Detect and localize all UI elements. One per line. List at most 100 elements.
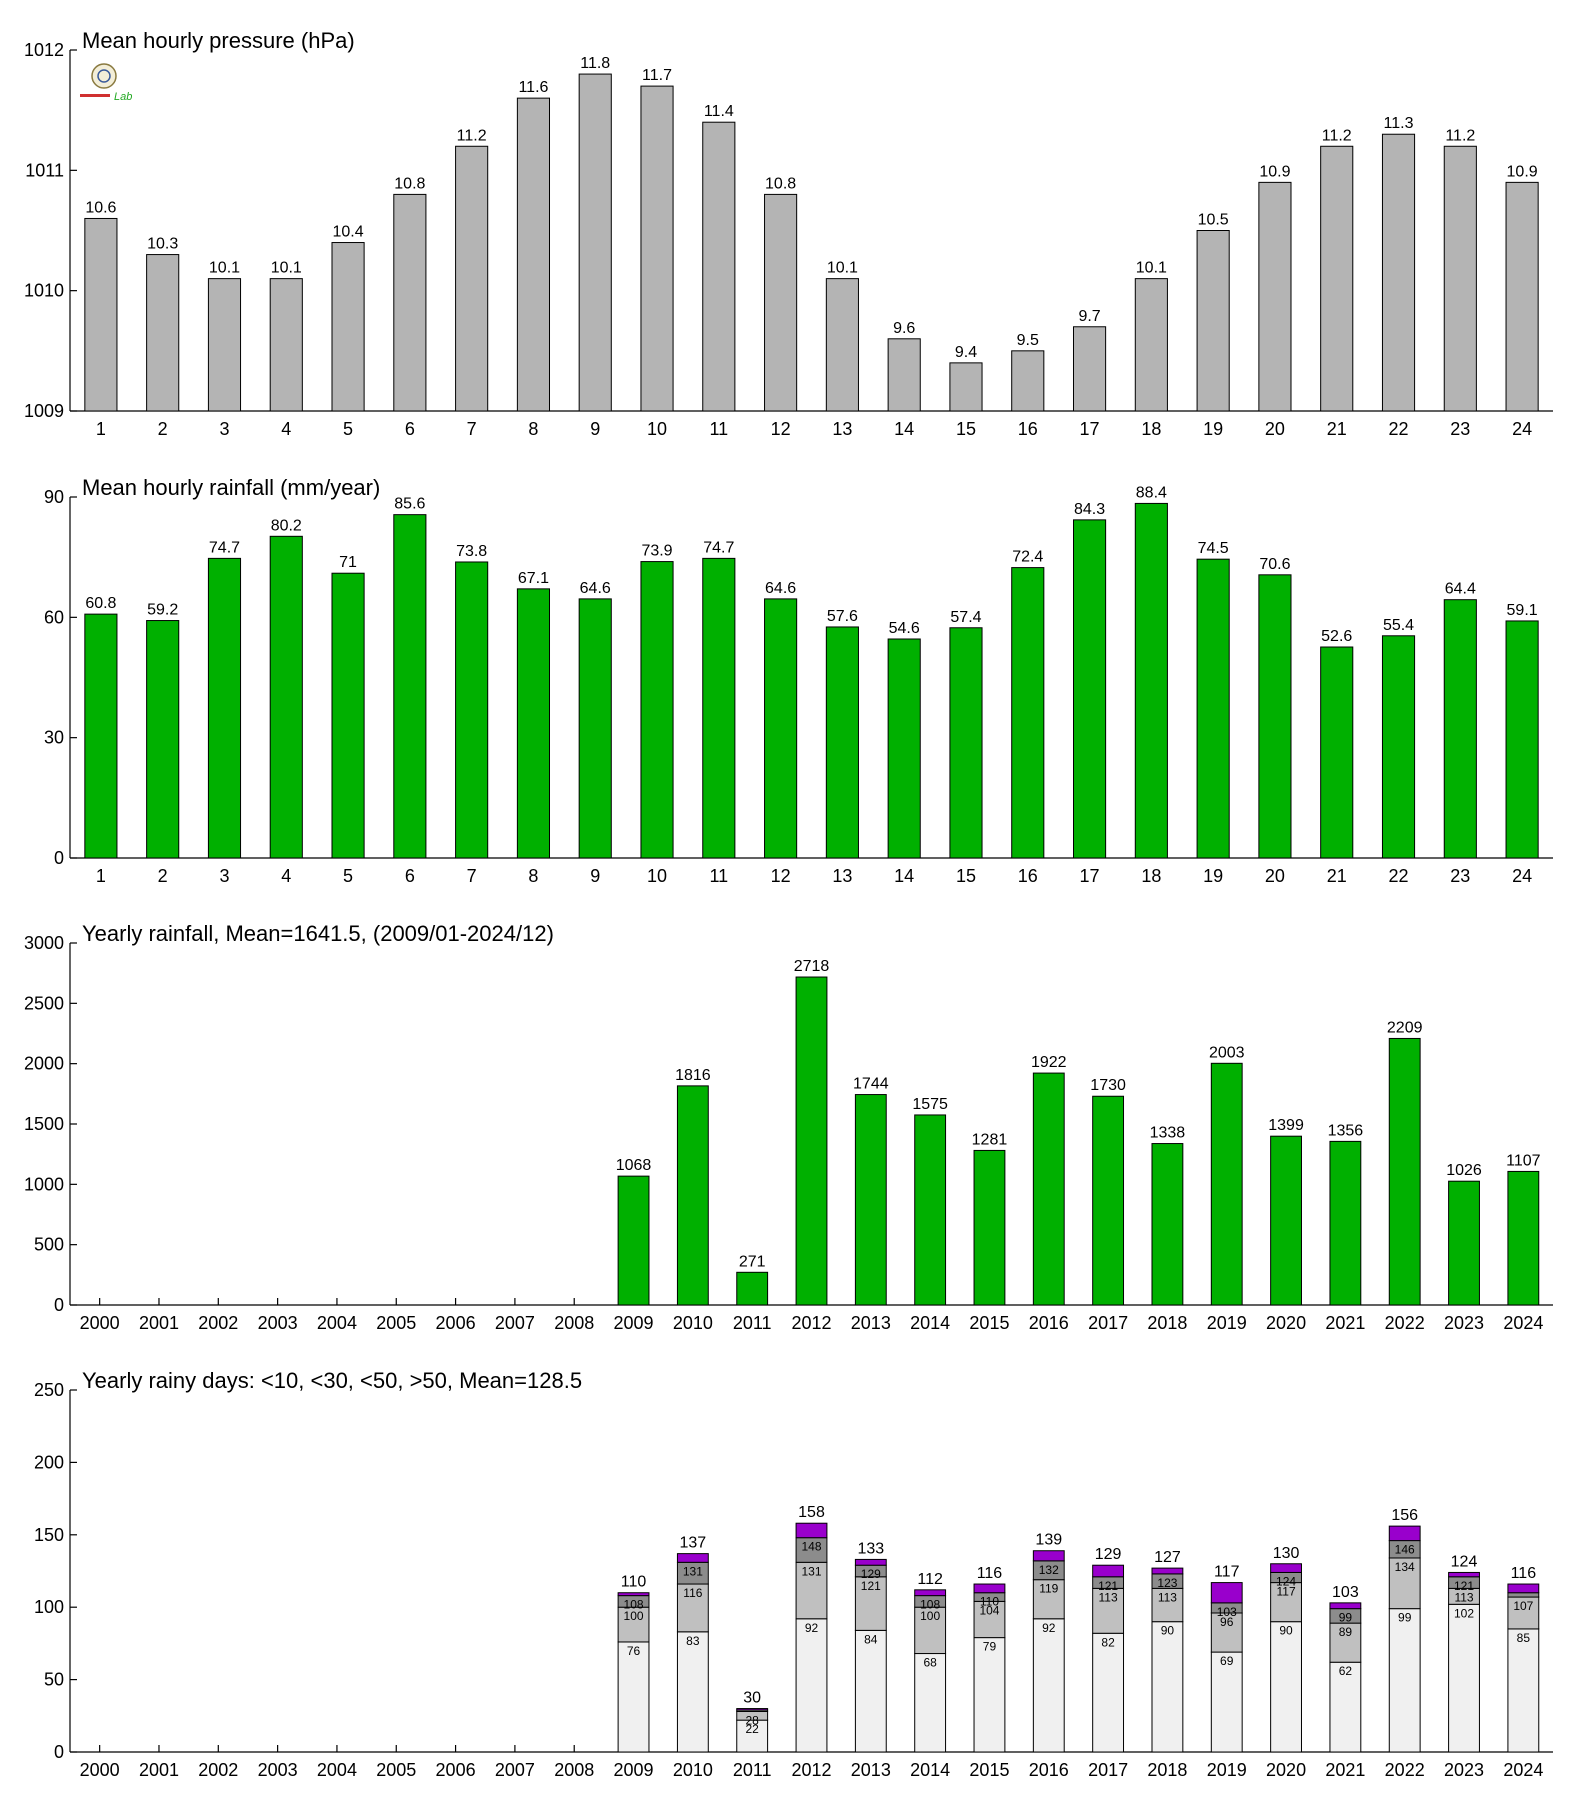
bar-segment-lt30 — [914, 1606, 947, 1655]
bar-data-label: 11.2 — [1445, 127, 1475, 144]
bar — [207, 278, 242, 412]
segment-data-label: 28 — [746, 1713, 760, 1727]
bar-data-label: 10.8 — [765, 175, 796, 192]
bar-segment-gt50 — [736, 1708, 769, 1711]
bar-segment-lt10 — [1329, 1661, 1362, 1753]
bar — [393, 514, 427, 859]
y-tick-label: 1011 — [25, 160, 64, 180]
bar — [702, 557, 736, 859]
x-tick-label: 2003 — [258, 1760, 298, 1780]
segment-data-label: 131 — [683, 1564, 703, 1578]
logo-seal-icon — [91, 63, 117, 89]
segment-data-label: 134 — [1395, 1560, 1415, 1574]
x-tick-label: 10 — [647, 866, 667, 886]
bar — [1151, 1143, 1184, 1306]
yearly-rainy-days-chart: Yearly rainy days: <10, <30, <50, >50, M… — [34, 1368, 1553, 1780]
bar-data-label: 9.5 — [1017, 332, 1039, 349]
bar-data-label: 74.7 — [703, 539, 734, 556]
x-tick-label: 2009 — [614, 1760, 654, 1780]
segment-data-label: 129 — [861, 1567, 881, 1581]
bar-data-label: 59.1 — [1507, 602, 1538, 619]
bar-data-label: 57.4 — [950, 609, 981, 626]
x-tick-label: 2024 — [1503, 1313, 1543, 1333]
x-tick-label: 2023 — [1444, 1313, 1484, 1333]
y-tick-label: 0 — [54, 848, 64, 868]
x-tick-label: 2014 — [910, 1313, 950, 1333]
x-tick-label: 2015 — [969, 1313, 1009, 1333]
x-tick-label: 2015 — [969, 1760, 1009, 1780]
segment-data-label: 116 — [683, 1586, 702, 1600]
bar-data-label: 2003 — [1209, 1044, 1245, 1061]
bar-segment-lt10 — [1032, 1618, 1065, 1753]
segment-data-label: 82 — [1101, 1635, 1115, 1649]
bar-total-label: 129 — [1095, 1546, 1122, 1563]
bar — [1329, 1140, 1362, 1306]
bar — [207, 557, 242, 859]
x-tick-label: 2004 — [317, 1313, 357, 1333]
y-tick-label: 100 — [34, 1597, 64, 1617]
y-tick-label: 250 — [34, 1380, 64, 1400]
logo: Lab — [80, 63, 132, 103]
bar — [516, 588, 551, 859]
bar-segment-gt50 — [1270, 1563, 1302, 1573]
segment-data-label: 96 — [1220, 1615, 1234, 1629]
y-tick-label: 200 — [34, 1452, 64, 1472]
bar-segment-gt50 — [973, 1583, 1006, 1594]
bar-data-label: 1026 — [1446, 1162, 1482, 1179]
segment-data-label: 113 — [1158, 1590, 1177, 1604]
bar-data-label: 11.4 — [704, 103, 734, 120]
segment-data-label: 85 — [1517, 1631, 1531, 1645]
bar-data-label: 10.1 — [209, 260, 240, 277]
x-tick-label: 19 — [1203, 866, 1223, 886]
bar-data-label: 67.1 — [518, 570, 549, 587]
x-tick-label: 2024 — [1503, 1760, 1543, 1780]
yearly-rainfall-chart: Yearly rainfall, Mean=1641.5, (2009/01-2… — [24, 921, 1553, 1333]
bar-segment-gt50 — [1448, 1571, 1480, 1578]
bar — [1134, 502, 1168, 859]
bar-data-label: 11.2 — [1322, 127, 1352, 144]
chart-title: Mean hourly pressure (hPa) — [82, 28, 355, 53]
bar-data-label: 85.6 — [394, 496, 425, 513]
bar-total-label: 156 — [1391, 1507, 1418, 1524]
bar — [1011, 350, 1045, 412]
x-tick-label: 3 — [219, 866, 229, 886]
x-tick-label: 2020 — [1266, 1760, 1306, 1780]
bar-segment-gt50 — [914, 1589, 947, 1597]
bar-segment-lt30 — [1329, 1622, 1362, 1663]
y-tick-label: 1010 — [24, 281, 64, 301]
bar-segment-lt10 — [795, 1618, 828, 1753]
segment-data-label: 90 — [1279, 1624, 1293, 1638]
segment-data-label: 123 — [1157, 1576, 1177, 1590]
segment-data-label: 92 — [1042, 1621, 1056, 1635]
x-tick-label: 7 — [467, 866, 477, 886]
bar-data-label: 64.6 — [580, 580, 611, 597]
x-tick-label: 15 — [956, 866, 976, 886]
x-tick-label: 20 — [1265, 419, 1285, 439]
segment-data-label: 79 — [983, 1640, 997, 1654]
segment-data-label: 103 — [1217, 1605, 1237, 1619]
bar-segment-gt50 — [854, 1558, 887, 1566]
bar — [84, 217, 118, 412]
x-tick-label: 2012 — [791, 1760, 831, 1780]
x-tick-label: 20 — [1265, 866, 1285, 886]
bar-data-label: 10.1 — [1136, 260, 1167, 277]
bar-segment-lt30 — [1151, 1587, 1184, 1623]
x-tick-label: 2019 — [1207, 1760, 1247, 1780]
bar — [825, 278, 859, 412]
bar-data-label: 74.7 — [209, 539, 240, 556]
bar-data-label: 10.6 — [85, 199, 116, 216]
bar — [331, 572, 365, 859]
bar — [146, 254, 180, 412]
x-tick-label: 2018 — [1147, 1760, 1187, 1780]
x-tick-label: 18 — [1141, 866, 1161, 886]
bar — [1134, 278, 1168, 412]
x-tick-label: 2 — [158, 866, 168, 886]
bar — [1320, 145, 1354, 412]
bar-total-label: 133 — [857, 1540, 884, 1557]
segment-data-label: 92 — [805, 1621, 819, 1635]
x-tick-label: 2010 — [673, 1313, 713, 1333]
bar — [146, 620, 180, 859]
segment-data-label: 113 — [1454, 1590, 1473, 1604]
bar-data-label: 10.1 — [271, 260, 302, 277]
